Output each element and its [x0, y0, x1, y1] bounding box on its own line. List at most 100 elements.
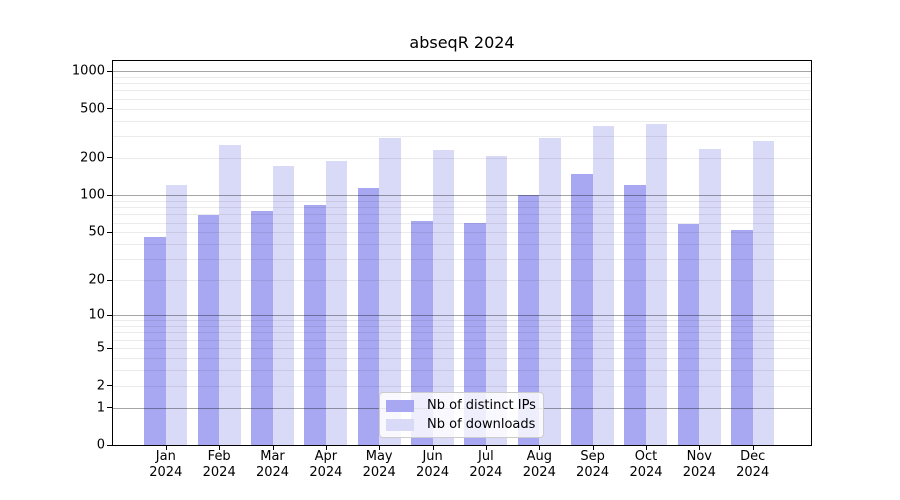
y-tick-label: 1000	[71, 63, 105, 79]
grid-line-minor	[113, 98, 811, 100]
x-month-year: 2024	[522, 465, 556, 480]
bar-distinct-ips-jul	[464, 222, 486, 445]
y-tick-label: 500	[80, 101, 105, 116]
bar-downloads-feb	[219, 144, 241, 445]
x-month-name: Jun	[422, 449, 443, 464]
bar-downloads-apr	[325, 161, 348, 445]
grid-line-minor	[113, 120, 811, 122]
grid-line-major	[113, 71, 811, 72]
y-tick-mark	[107, 279, 112, 281]
x-month-label: Nov 2024	[664, 449, 734, 481]
y-tick-label: 200	[80, 150, 105, 166]
y-tick-label: 2	[96, 378, 105, 393]
x-tick-mark	[752, 446, 754, 450]
x-month-label: Sep 2024	[558, 449, 628, 481]
x-month-label: Feb 2024	[184, 449, 254, 481]
grid-line-minor	[113, 222, 811, 224]
x-month-name: Apr	[314, 449, 338, 464]
bar-distinct-ips-apr	[304, 204, 326, 445]
grid-line-minor	[113, 385, 811, 387]
bar-distinct-ips-nov	[677, 224, 700, 445]
bar-distinct-ips-mar	[251, 210, 273, 445]
grid-line-minor	[113, 232, 811, 234]
chart-title: abseqR 2024	[409, 33, 515, 52]
y-tick-label: 5	[96, 340, 105, 356]
grid-line-minor	[113, 83, 811, 85]
y-tick-mark	[107, 444, 112, 446]
bar-downloads-mar	[272, 166, 294, 445]
x-tick-mark	[539, 446, 541, 450]
x-month-year: 2024	[202, 465, 236, 480]
x-tick-mark	[592, 446, 594, 450]
bar-distinct-ips-dec	[731, 230, 753, 445]
bar-downloads-aug	[539, 138, 561, 445]
x-tick-mark	[485, 446, 487, 450]
x-month-year: 2024	[416, 465, 450, 480]
grid-line-minor	[113, 200, 811, 202]
x-month-year: 2024	[255, 465, 290, 480]
x-tick-mark	[432, 446, 434, 450]
grid-line-minor	[113, 207, 811, 209]
x-month-name: Nov	[686, 449, 712, 464]
legend-item: Nb of distinct IPs	[380, 398, 543, 413]
grid-line-minor	[113, 157, 811, 159]
grid-line-minor	[113, 339, 811, 341]
grid-line-major	[113, 195, 811, 197]
bar-downloads-oct	[645, 123, 668, 445]
x-tick-mark	[325, 446, 327, 450]
bar-downloads-jul	[485, 156, 508, 445]
x-tick-mark	[379, 446, 381, 450]
grid-line-minor	[113, 90, 811, 92]
grid-line-minor	[113, 326, 811, 328]
y-tick-mark	[107, 194, 112, 196]
grid-line-minor	[113, 136, 811, 137]
legend-swatch-downloads	[386, 418, 414, 431]
bar-downloads-dec	[752, 141, 775, 445]
bar-downloads-may	[379, 138, 401, 445]
x-tick-mark	[165, 446, 167, 450]
x-month-name: Aug	[526, 449, 552, 464]
grid-line-minor	[113, 357, 811, 359]
x-month-label: Aug 2024	[504, 449, 574, 481]
bar-distinct-ips-sep	[571, 174, 593, 445]
legend-swatch-distinct-ips	[386, 399, 414, 412]
x-month-year: 2024	[576, 465, 610, 480]
y-tick-label: 1	[96, 400, 105, 415]
grid-line-minor	[113, 214, 811, 216]
y-tick-mark	[107, 314, 112, 316]
grid-line-minor	[113, 370, 811, 371]
x-month-year: 2024	[469, 465, 503, 480]
x-month-name: Feb	[207, 449, 231, 464]
y-tick-mark	[107, 385, 112, 386]
x-month-label: Jan 2024	[131, 449, 201, 481]
x-tick-mark	[272, 446, 274, 450]
grid-line-minor	[113, 244, 811, 245]
plot-area	[112, 60, 812, 446]
bar-distinct-ips-aug	[517, 195, 540, 445]
legend-item: Nb of downloads	[380, 417, 543, 432]
grid-line-minor	[113, 76, 811, 78]
legend-label: Nb of distinct IPs	[427, 398, 536, 413]
bar-distinct-ips-oct	[624, 184, 646, 445]
x-month-year: 2024	[629, 465, 663, 480]
legend: Nb of distinct IPs Nb of downloads	[379, 392, 544, 438]
y-tick-label: 100	[80, 187, 105, 203]
x-tick-mark	[699, 446, 701, 450]
bar-downloads-sep	[592, 125, 615, 445]
bar-distinct-ips-may	[357, 188, 380, 445]
x-month-label: Dec 2024	[718, 449, 788, 481]
y-tick-label: 50	[88, 224, 105, 240]
grid-line-major	[113, 315, 811, 317]
x-month-year: 2024	[736, 465, 770, 480]
grid-line-minor	[113, 332, 811, 334]
grid-line-minor	[113, 320, 811, 322]
x-tick-mark	[646, 446, 647, 450]
y-tick-mark	[107, 157, 112, 159]
grid-line-minor	[113, 348, 811, 349]
x-tick-mark	[219, 446, 221, 450]
grid-line-minor	[113, 280, 811, 282]
x-month-name: Mar	[260, 449, 285, 464]
x-month-label: Apr 2024	[291, 449, 361, 481]
grid-line-minor	[113, 108, 811, 110]
